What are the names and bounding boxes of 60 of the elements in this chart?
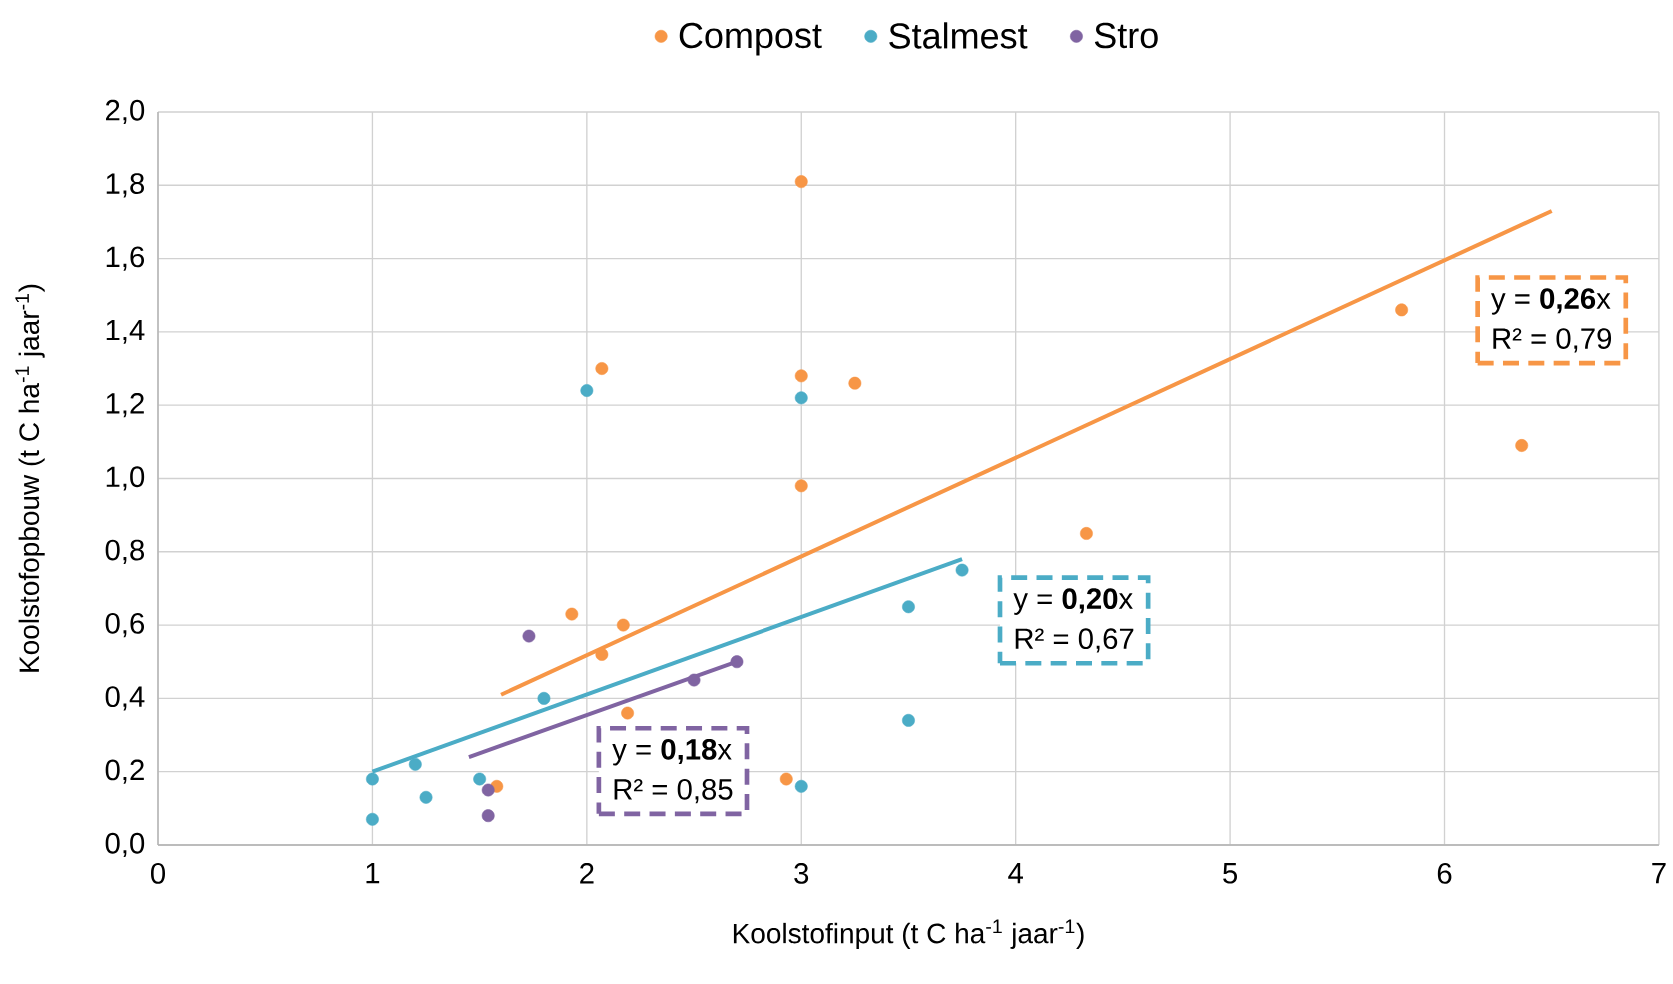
point xyxy=(419,790,433,804)
annotation: y = 0,20x xyxy=(1013,588,1133,615)
x-tick-label: 3 xyxy=(794,863,809,884)
y-tick-label: 1,6 xyxy=(106,246,145,271)
annotation: R² = 0,85 xyxy=(614,778,733,804)
point xyxy=(794,779,808,793)
annotation: y = 0,18x xyxy=(612,738,732,766)
point xyxy=(537,691,551,705)
point xyxy=(902,600,915,614)
x-tick-label: 1 xyxy=(366,863,380,884)
annotation: R² = 0,79 xyxy=(1493,328,1612,353)
point xyxy=(481,783,495,797)
legend-label: Stro xyxy=(1094,22,1158,49)
point xyxy=(473,772,487,786)
y-tick-label: 0,0 xyxy=(105,832,145,858)
x-axis-title: Koolstofinput (t C ha$^{-1}$ jaar$^{-1}$) xyxy=(733,919,1084,949)
point xyxy=(408,757,422,771)
y-tick-label: 1,4 xyxy=(106,319,145,344)
point xyxy=(580,384,594,397)
point xyxy=(730,655,744,669)
x-tick-label: 0 xyxy=(151,863,166,884)
point xyxy=(779,772,793,786)
point xyxy=(595,362,609,375)
y-axis-title: Koolstofopbouw (t C ha$^{-1}$ jaar$^{-1}$) xyxy=(15,284,45,672)
y-tick-label: 0,6 xyxy=(105,612,145,638)
point xyxy=(565,607,579,621)
point xyxy=(1395,303,1409,317)
point xyxy=(794,369,808,383)
point xyxy=(366,812,379,826)
y-tick-label: 1,2 xyxy=(106,393,144,418)
point xyxy=(595,648,609,661)
y-tick-label: 1,8 xyxy=(106,173,145,198)
point xyxy=(794,391,808,405)
point xyxy=(902,713,915,727)
annotation: y = 0,26x xyxy=(1491,288,1611,315)
point xyxy=(366,772,379,786)
point xyxy=(794,175,808,189)
point xyxy=(955,563,969,577)
x-tick-label: 4 xyxy=(1008,863,1023,884)
legend-label: Stalmest xyxy=(889,22,1028,49)
x-tick-label: 2 xyxy=(580,863,594,884)
y-tick-label: 0,8 xyxy=(105,539,145,564)
y-tick-label: 0,2 xyxy=(105,759,144,784)
point xyxy=(687,673,701,687)
point xyxy=(794,479,808,493)
point xyxy=(481,809,495,823)
y-tick-label: 0,4 xyxy=(105,686,145,711)
x-tick-label: 6 xyxy=(1437,863,1452,884)
point xyxy=(848,376,862,390)
x-tick-label: 7 xyxy=(1652,863,1666,884)
point xyxy=(1515,439,1529,452)
y-tick-label: 2,0 xyxy=(106,99,145,125)
point xyxy=(522,629,536,643)
point xyxy=(1080,527,1093,540)
y-tick-label: 1,0 xyxy=(106,466,145,491)
legend-label: Compost xyxy=(679,22,822,56)
point xyxy=(616,618,630,632)
point xyxy=(621,706,634,720)
annotation: R² = 0,67 xyxy=(1015,628,1134,653)
x-tick-label: 5 xyxy=(1223,863,1238,884)
